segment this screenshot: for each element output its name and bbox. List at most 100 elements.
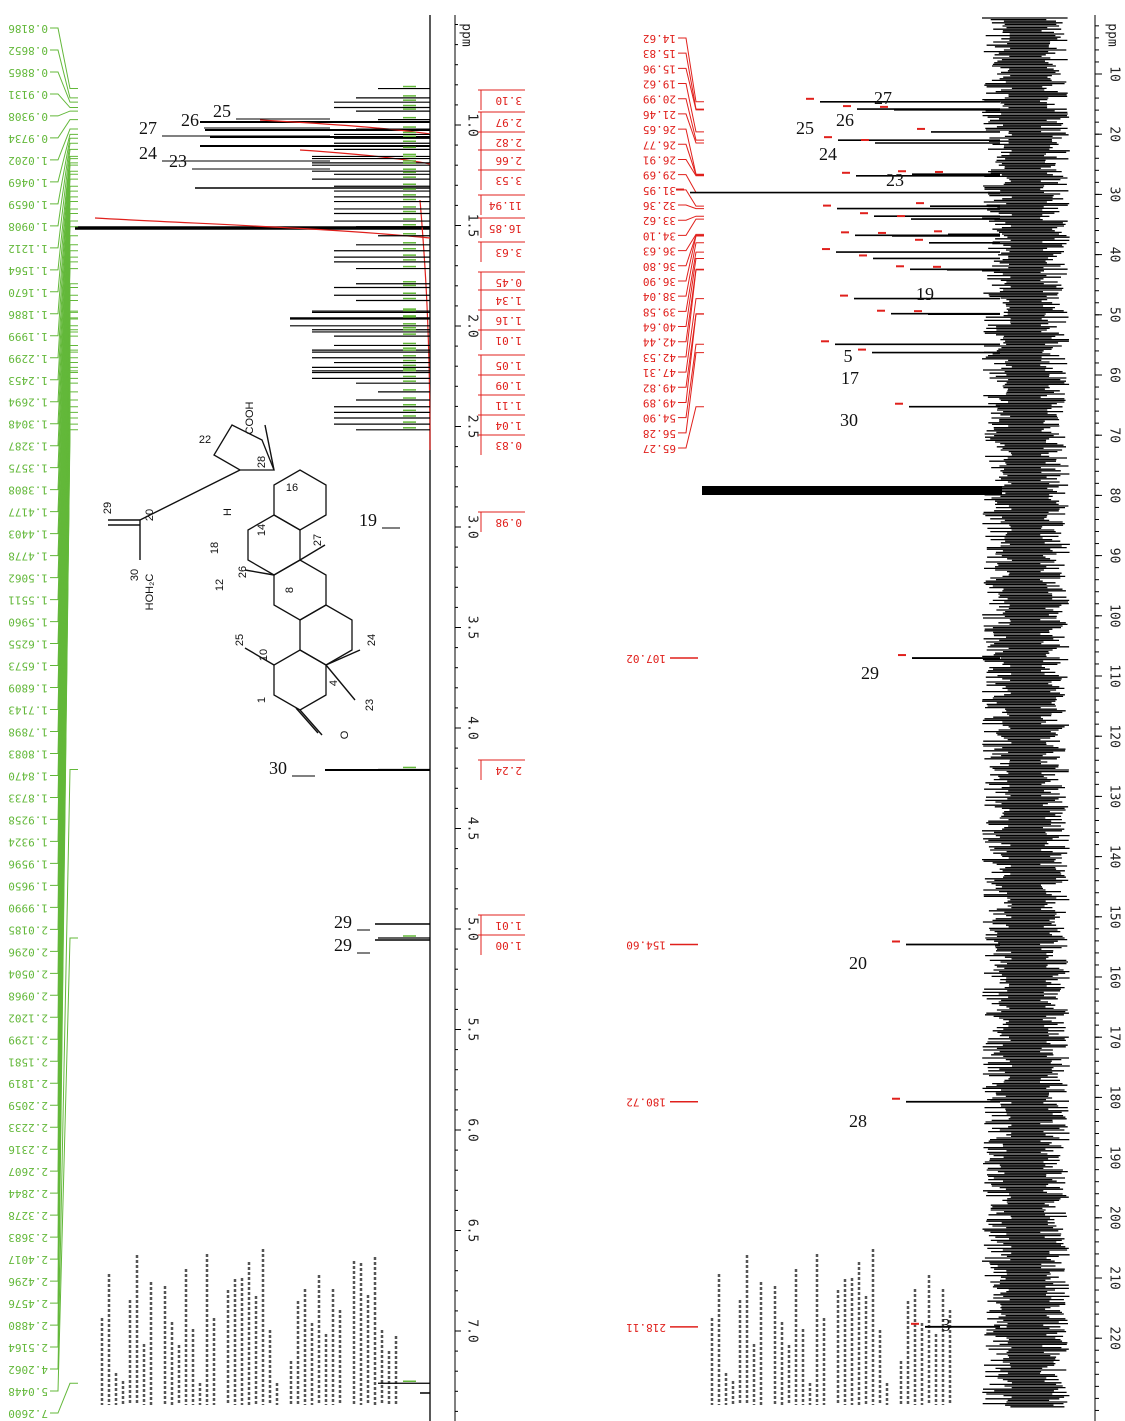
h-peak-label: 1.4177: [8, 506, 48, 519]
h-tick-label: 6.0: [465, 1118, 480, 1141]
c-assignment: 30: [840, 410, 858, 430]
integral-label: 2.97: [496, 116, 523, 129]
structure-label: 22: [199, 434, 211, 446]
c-peak-label: 49.82: [643, 381, 676, 394]
integral-label: 16.85: [489, 222, 522, 235]
structure-label: 10: [258, 649, 270, 661]
h-tick-label: 4.5: [465, 817, 480, 840]
c-tick-label: 30: [1107, 187, 1122, 203]
h-peak-label: 1.9990: [8, 901, 48, 914]
h-peak-label: 4.2062: [8, 1363, 48, 1376]
h-peak-label: 1.3048: [8, 418, 48, 431]
c-tick-label: 130: [1107, 785, 1122, 808]
h-tick-label: 4.0: [465, 716, 480, 739]
c-assignment: 28: [849, 1111, 867, 1131]
ring: [213, 424, 275, 471]
c-tick-label: 50: [1107, 307, 1122, 323]
c4-methyl: [325, 649, 361, 666]
h-peak-label: 1.7143: [8, 704, 48, 717]
integral-label: 2.66: [496, 154, 523, 167]
h-assignment: 23: [169, 151, 187, 171]
h-peak-connector: [50, 937, 78, 1392]
h-assignment: 19: [359, 510, 377, 530]
h-assignment: 24: [139, 143, 157, 163]
h-peak-connector: [50, 119, 78, 139]
c-assignment: 24: [819, 144, 837, 164]
c-peak-connector: [678, 52, 704, 110]
h-peak-label: 1.0659: [8, 198, 48, 211]
c-tick-label: 200: [1107, 1206, 1122, 1229]
h-peak-connector: [50, 429, 78, 1348]
h-tick-label: 3.5: [465, 616, 480, 639]
c-peak-connector: [678, 242, 704, 297]
c-peak-label: 39.58: [643, 305, 676, 318]
c-peak-connector: [678, 215, 704, 221]
h-peak-label: 2.1299: [8, 1033, 48, 1046]
c-axis-unit: ppm: [1105, 23, 1120, 47]
c-peak-label: 36.90: [643, 275, 676, 288]
c-peak-connector: [678, 235, 704, 282]
c-peak-label: 31.95: [643, 184, 676, 197]
structure-label: HOH₂C: [144, 574, 156, 611]
h-peak-label: 2.2607: [8, 1165, 48, 1178]
h-peak-label: 1.4778: [8, 550, 48, 563]
h-peak-label: 1.8083: [8, 747, 48, 760]
integral-label: 3.63: [496, 246, 523, 259]
h-peak-label: 0.9734: [8, 132, 48, 145]
structure-label: 30: [129, 569, 141, 581]
h-peak-connector: [50, 196, 78, 469]
integral-label: 3.53: [496, 174, 523, 187]
c-peak-label: 34.10: [643, 229, 676, 242]
h-peak-label: 1.6573: [8, 660, 48, 673]
c-peak-connector: [678, 128, 704, 175]
c-peak-connector: [678, 83, 704, 133]
h-peak-label: 2.0296: [8, 945, 48, 958]
structure-label: 24: [366, 634, 378, 646]
h-peak-label: 1.1212: [8, 242, 48, 255]
h-peak-connector: [50, 49, 78, 99]
c-noise: [982, 17, 1070, 1408]
h-peak-label: 1.5062: [8, 572, 48, 585]
c-peak-connector: [678, 37, 704, 103]
c3-carbonyl: [295, 707, 319, 734]
h-peak-connector: [50, 128, 78, 161]
h-peak-connector: [50, 133, 78, 183]
h-tick-label: 3.0: [465, 515, 480, 538]
integral-label: 2.82: [496, 136, 523, 149]
structure-label: 28: [256, 456, 268, 468]
c-tick-label: 190: [1107, 1146, 1122, 1169]
h-tick-label: 6.5: [465, 1219, 480, 1242]
c3-carbonyl: [299, 709, 323, 736]
c-peak-connector: [678, 298, 704, 373]
c-peak-label: 36.80: [643, 260, 676, 273]
c28-acid: [264, 424, 275, 471]
c-peak-connector: [678, 204, 704, 210]
c-tick-label: 20: [1107, 126, 1122, 142]
h-peak-label: 0.8865: [8, 66, 48, 79]
h-peak-connector: [50, 155, 78, 271]
h-peak-label: 1.2453: [8, 374, 48, 387]
h-peak-label: 1.8470: [8, 769, 48, 782]
h-peak-label: 1.0202: [8, 154, 48, 167]
c-peak-label: 15.96: [643, 62, 676, 75]
h-peak-label: 0.8652: [8, 44, 48, 57]
c-peak-connector: [678, 218, 704, 236]
h-peak-connector: [50, 201, 78, 491]
c14-methyl: [299, 544, 326, 561]
integral-label: 1.04: [495, 419, 522, 432]
c-peak-connector: [678, 268, 704, 343]
integral-label: 0.83: [496, 439, 523, 452]
integral-label: 2.24: [495, 764, 522, 777]
c-peak-label: 38.04: [643, 290, 676, 303]
h-peak-label: 2.4880: [8, 1319, 48, 1332]
c-peak-label: 29.69: [643, 169, 676, 182]
c-peak-label: 56.28: [643, 427, 676, 440]
c-peak-connector: [678, 189, 704, 207]
c-isolated-label: 107.02: [626, 652, 666, 665]
h-peak-label: 2.4296: [8, 1275, 48, 1288]
integral-label: 0.98: [496, 516, 523, 529]
h-peak-connector: [50, 1382, 78, 1414]
c-peak-label: 26.91: [643, 153, 676, 166]
